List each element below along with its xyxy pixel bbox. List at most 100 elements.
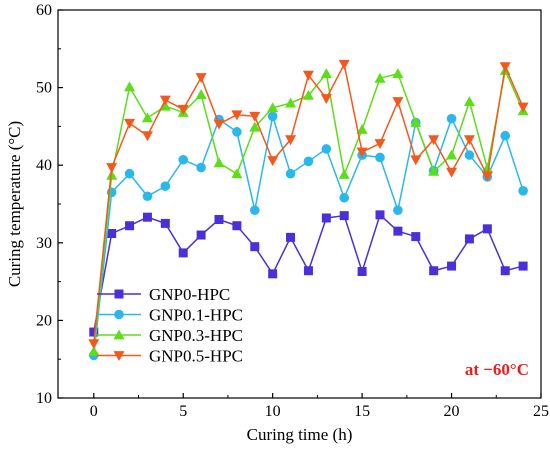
data-point [159, 95, 171, 106]
data-point [141, 112, 153, 123]
data-point [178, 154, 189, 165]
plot-frame [57, 9, 542, 399]
x-tick-label: 15 [354, 403, 370, 420]
data-point [517, 102, 529, 113]
data-point [518, 186, 528, 196]
data-point [178, 248, 188, 258]
y-tick-label: 40 [36, 157, 52, 174]
data-point [464, 150, 475, 160]
legend-marker [113, 351, 125, 361]
data-point [249, 205, 260, 216]
y-tick-label: 50 [36, 80, 52, 97]
data-point [446, 167, 458, 178]
legend-label: GNP0.5-HPC [149, 347, 243, 366]
x-tick-label: 20 [444, 403, 460, 420]
data-point [125, 221, 135, 231]
data-point [429, 266, 439, 276]
data-point [339, 211, 349, 221]
data-point [500, 266, 510, 276]
data-point [160, 218, 170, 228]
data-point [267, 156, 279, 167]
data-point [375, 152, 385, 163]
data-point [338, 59, 350, 70]
data-point [214, 215, 224, 225]
data-point [375, 210, 385, 220]
data-point [267, 111, 278, 122]
data-point [196, 162, 206, 173]
data-point [141, 131, 153, 142]
data-point [89, 327, 99, 337]
data-point [196, 230, 206, 240]
series-3 [88, 65, 529, 356]
y-tick-label: 10 [36, 390, 52, 407]
data-point [232, 221, 242, 231]
data-point [303, 156, 314, 167]
data-point [249, 111, 261, 122]
x-tick-label: 25 [533, 403, 549, 420]
legend-label: GNP0.1-HPC [149, 306, 243, 325]
data-point [393, 226, 403, 236]
legend-marker [113, 329, 125, 340]
x-tick-label: 5 [179, 403, 187, 420]
legend-item: GNP0.1-HPC [97, 306, 243, 325]
legend-item: GNP0-HPC [97, 285, 230, 304]
data-point [482, 224, 492, 234]
data-point [374, 139, 386, 149]
data-point [446, 149, 458, 160]
y-tick-label: 60 [36, 2, 52, 19]
legend-label: GNP0-HPC [149, 285, 230, 304]
x-tick-label: 0 [90, 403, 98, 420]
data-point [267, 102, 279, 113]
data-point [231, 168, 243, 179]
data-point [500, 130, 511, 141]
data-point [320, 94, 332, 104]
data-point [338, 169, 350, 179]
data-point [160, 181, 171, 191]
y-tick-label: 20 [36, 312, 52, 329]
series-layer [88, 59, 529, 361]
data-point [428, 135, 440, 146]
data-point [231, 110, 243, 121]
legend-item: GNP0.3-HPC [97, 326, 243, 345]
legend-item: GNP0.5-HPC [97, 347, 243, 366]
data-point [268, 269, 278, 279]
series-4 [88, 59, 529, 350]
data-point [410, 117, 422, 127]
legend-marker [114, 309, 124, 320]
data-point [463, 135, 475, 146]
data-point [320, 68, 332, 79]
data-point [321, 213, 331, 223]
data-point [124, 81, 136, 92]
data-point [286, 232, 296, 242]
data-point [285, 97, 297, 108]
data-point [302, 89, 314, 100]
data-point [213, 119, 225, 130]
data-point [213, 157, 225, 168]
data-point [195, 73, 207, 84]
data-point [195, 89, 207, 99]
data-point [321, 144, 332, 154]
series-1 [89, 210, 528, 337]
data-point [374, 72, 386, 83]
data-point [124, 168, 135, 179]
data-point [392, 68, 404, 79]
x-axis-ticks: 0 5 10 15 20 25 [90, 393, 549, 420]
data-point [464, 234, 474, 244]
data-point [285, 135, 297, 146]
data-point [232, 127, 242, 137]
data-point [302, 70, 314, 81]
data-point [250, 242, 260, 252]
data-point [142, 212, 152, 222]
data-point [411, 232, 421, 242]
data-point [356, 124, 368, 134]
temperature-annotation: at −60°C [465, 360, 529, 379]
y-axis-ticks: 10 20 30 40 50 60 [36, 2, 63, 407]
data-point [177, 104, 189, 115]
y-axis-title: Curing temperature (°C) [5, 121, 24, 287]
data-point [249, 121, 261, 132]
data-point [303, 266, 313, 276]
data-point [410, 155, 422, 166]
data-point [446, 113, 457, 124]
